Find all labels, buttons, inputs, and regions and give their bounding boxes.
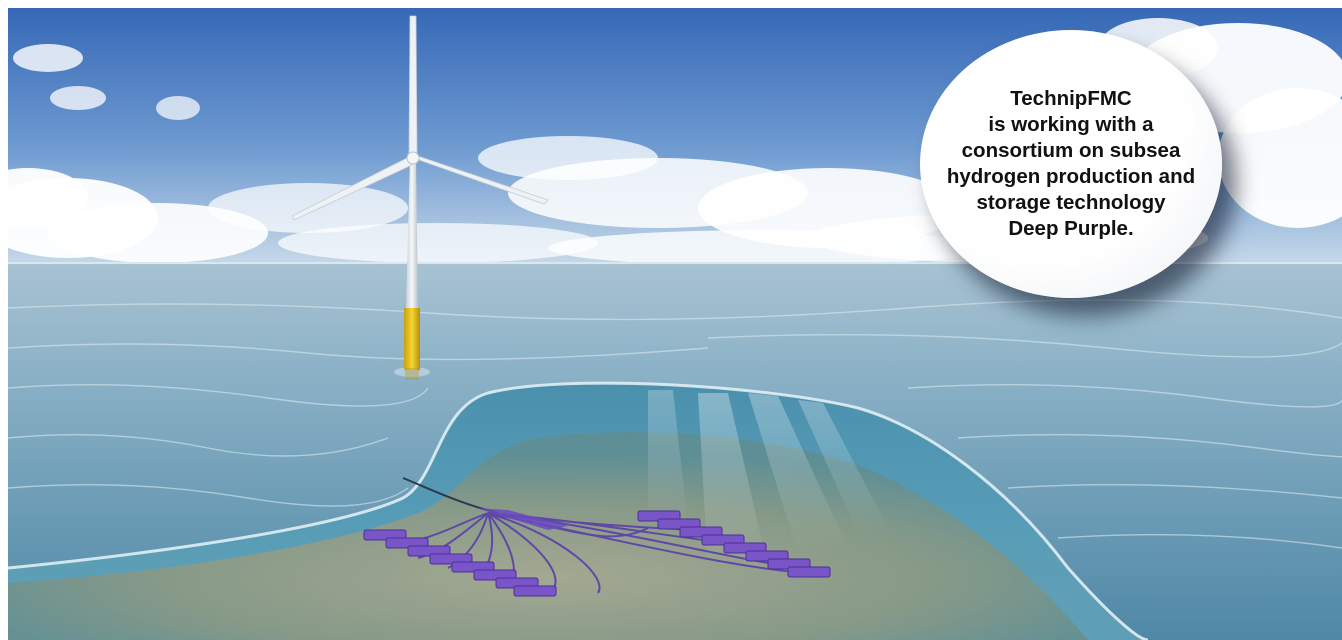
subsea-modules <box>363 510 831 597</box>
caption-line: hydrogen production and <box>946 165 1196 188</box>
caption-line: storage technology <box>976 191 1166 214</box>
caption-line: is working with a <box>988 113 1154 136</box>
scene-graphic <box>8 8 1342 640</box>
sea-ripples <box>8 299 1342 549</box>
wind-turbine <box>291 15 549 380</box>
caption-line: consortium on subsea <box>961 139 1181 162</box>
clouds <box>8 18 1342 266</box>
cable-bundle <box>476 508 568 530</box>
caption-bubble: TechnipFMC is working with a consortium … <box>920 30 1222 298</box>
caption-line: Deep Purple. <box>1008 217 1134 240</box>
light-rays <box>648 390 888 568</box>
illustration-scene: TechnipFMC is working with a consortium … <box>8 8 1342 640</box>
caption-line: TechnipFMC <box>1010 87 1132 110</box>
cutaway-rim <box>8 381 1149 640</box>
